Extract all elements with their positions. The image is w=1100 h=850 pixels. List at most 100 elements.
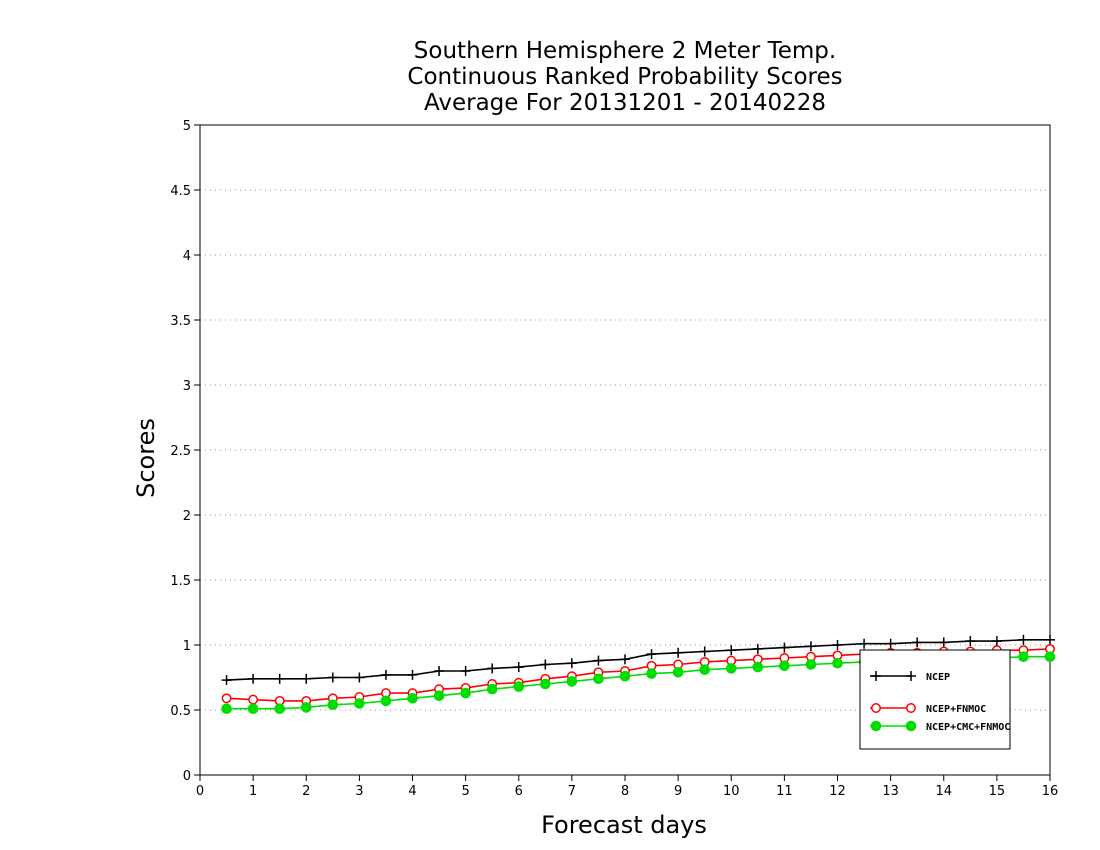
point-ncep-cmc-fnmoc-5	[354, 698, 365, 709]
point-ncep-cmc-fnmoc-11	[513, 681, 525, 692]
point-ncep-cmc-fnmoc-30	[1018, 651, 1029, 663]
gridlines	[200, 189, 1050, 711]
y-tick-label-10: 5	[183, 119, 191, 134]
point-ncep-cmc-fnmoc-7	[407, 693, 418, 704]
point-ncep-1	[248, 673, 259, 684]
legend: NCEP NCEP+FNMOC NCEP+CMC+FNMOC	[859, 649, 1011, 750]
point-ncep-cmc-fnmoc-18	[699, 664, 710, 676]
x-tick-label-12: 12	[829, 784, 846, 799]
y-tick-label-5: 2.5	[170, 444, 191, 459]
chart-title-line-2: Continuous Ranked Probability Scores	[407, 64, 842, 90]
legend-entry-ncep: NCEP	[870, 671, 950, 683]
legend-marker-start-ncep-fnmoc	[871, 703, 881, 713]
point-ncep-cmc-fnmoc-10	[486, 683, 498, 695]
y-tick-label-0: 0	[183, 769, 191, 784]
point-ncep-cmc-fnmoc-20	[752, 661, 764, 673]
x-tick-label-5: 5	[461, 784, 469, 799]
y-tick-label-1: 0.5	[170, 704, 191, 719]
y-tick-label-6: 3	[183, 379, 191, 394]
point-ncep-cmc-fnmoc-1	[247, 703, 259, 715]
point-ncep-5	[354, 672, 365, 683]
chart-title-line-3: Average For 20131201 - 20140228	[424, 90, 826, 116]
x-axis-title: Forecast days	[541, 811, 707, 839]
point-ncep-cmc-fnmoc-3	[300, 702, 312, 713]
point-ncep-cmc-fnmoc-17	[672, 667, 684, 678]
point-ncep-cmc-fnmoc-23	[832, 657, 843, 669]
point-ncep-9	[460, 666, 471, 676]
point-ncep-fnmoc-0	[221, 693, 232, 704]
point-ncep-23	[832, 640, 843, 650]
point-ncep-cmc-fnmoc-9	[460, 687, 471, 699]
legend-marker-end-ncep	[906, 671, 916, 681]
point-ncep-15	[620, 654, 630, 665]
x-tick-label-16: 16	[1042, 784, 1059, 799]
point-ncep-27	[938, 637, 949, 648]
point-ncep-0	[221, 675, 232, 686]
legend-label-ncep: NCEP	[926, 672, 950, 683]
legend-marker-start-ncep-cmc-fnmoc	[870, 720, 882, 732]
x-tick-label-7: 7	[568, 784, 576, 799]
point-ncep-cmc-fnmoc-6	[380, 695, 392, 707]
point-ncep-4	[327, 672, 338, 683]
point-ncep-8	[434, 666, 445, 676]
legend-marker-end-ncep-cmc-fnmoc	[905, 720, 917, 732]
point-ncep-6	[380, 669, 391, 680]
point-ncep-18	[699, 646, 710, 657]
x-tick-label-0: 0	[196, 784, 204, 799]
x-tick-label-14: 14	[935, 784, 952, 799]
point-ncep-cmc-fnmoc-2	[274, 703, 285, 715]
point-ncep-11	[513, 662, 524, 673]
x-tick-label-13: 13	[882, 784, 899, 799]
point-ncep-cmc-fnmoc-14	[593, 673, 604, 685]
point-ncep-16	[646, 649, 657, 660]
chart-title: Southern Hemisphere 2 Meter Temp. Contin…	[407, 38, 842, 116]
point-ncep-cmc-fnmoc-12	[540, 678, 551, 690]
point-ncep-cmc-fnmoc-31	[1044, 651, 1056, 663]
legend-entry-ncep-fnmoc: NCEP+FNMOC	[870, 703, 986, 715]
point-ncep-28	[965, 636, 976, 647]
point-ncep-cmc-fnmoc-19	[725, 663, 737, 674]
x-axis: 0 1 2 3 4 5 6 7 8 9 10 11 12 13 14 15 16	[196, 775, 1058, 799]
point-ncep-2	[274, 673, 285, 684]
y-tick-label-2: 1	[183, 639, 191, 654]
x-tick-label-2: 2	[302, 784, 310, 799]
chart-title-line-1: Southern Hemisphere 2 Meter Temp.	[414, 38, 836, 64]
point-ncep-cmc-fnmoc-22	[805, 659, 817, 670]
y-tick-label-3: 1.5	[170, 574, 191, 589]
point-ncep-21	[779, 642, 790, 653]
point-ncep-3	[301, 673, 312, 684]
point-ncep-10	[487, 663, 498, 674]
point-ncep-cmc-fnmoc-0	[221, 703, 232, 715]
x-tick-label-1: 1	[249, 784, 257, 799]
point-ncep-cmc-fnmoc-21	[779, 660, 790, 672]
y-tick-label-9: 4.5	[170, 184, 191, 199]
x-tick-label-4: 4	[408, 784, 416, 799]
x-tick-label-10: 10	[723, 784, 740, 799]
point-ncep-30	[1018, 634, 1029, 645]
point-ncep-20	[752, 643, 763, 654]
legend-entry-ncep-cmc-fnmoc: NCEP+CMC+FNMOC	[870, 720, 1010, 733]
x-tick-label-3: 3	[355, 784, 363, 799]
x-tick-label-6: 6	[515, 784, 523, 799]
y-axis-title: Scores	[132, 418, 160, 498]
y-tick-label-4: 2	[183, 509, 191, 524]
point-ncep-fnmoc-1	[248, 694, 259, 705]
x-tick-label-8: 8	[621, 784, 629, 799]
point-ncep-14	[593, 655, 604, 666]
point-ncep-25	[885, 638, 896, 649]
point-ncep-22	[805, 641, 816, 652]
point-ncep-17	[673, 647, 684, 658]
x-tick-label-15: 15	[989, 784, 1006, 799]
point-ncep-cmc-fnmoc-16	[646, 668, 657, 679]
legend-label-ncep-fnmoc: NCEP+FNMOC	[926, 704, 986, 715]
y-tick-label-8: 4	[183, 249, 191, 264]
point-ncep-12	[540, 659, 551, 670]
point-ncep-26	[912, 637, 923, 648]
y-axis: 0 0.5 1 1.5 2 2.5 3 3.5 4 4.5 5	[170, 119, 200, 784]
point-ncep-19	[726, 645, 737, 656]
point-ncep-29	[991, 636, 1002, 647]
legend-label-ncep-cmc-fnmoc: NCEP+CMC+FNMOC	[926, 722, 1010, 733]
point-ncep-13	[566, 658, 577, 669]
legend-marker-end-ncep-fnmoc	[906, 703, 916, 713]
